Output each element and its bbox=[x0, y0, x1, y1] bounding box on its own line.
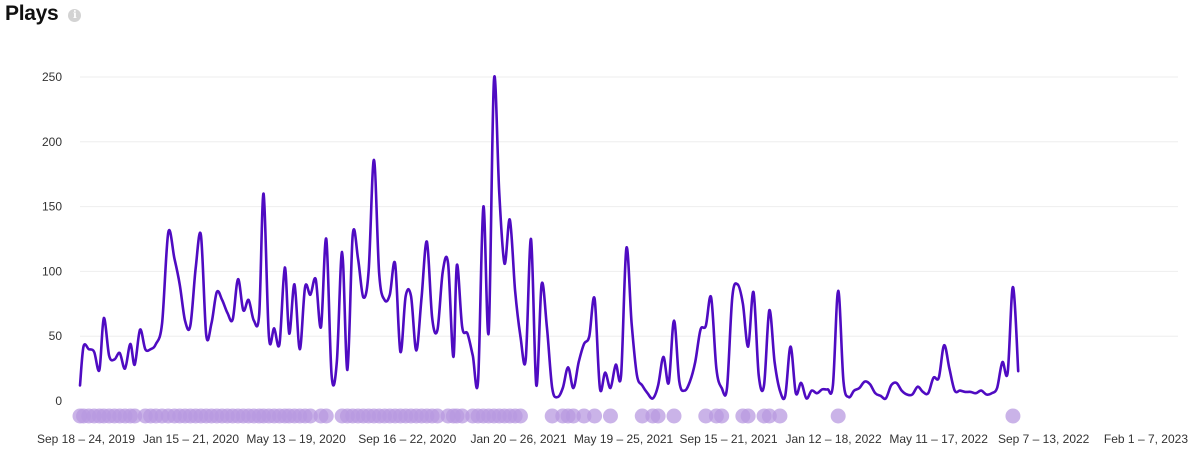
event-marker[interactable] bbox=[576, 408, 592, 424]
event-marker[interactable] bbox=[318, 408, 334, 424]
x-tick-label: Sep 7 – 13, 2022 bbox=[998, 432, 1090, 446]
x-tick-label: Jan 20 – 26, 2021 bbox=[470, 432, 566, 446]
x-tick-label: Sep 15 – 21, 2021 bbox=[680, 432, 778, 446]
event-marker[interactable] bbox=[714, 408, 730, 424]
y-tick-label: 250 bbox=[42, 70, 62, 84]
event-marker[interactable] bbox=[1005, 408, 1021, 424]
event-marker[interactable] bbox=[302, 408, 318, 424]
x-axis-ticks: Sep 18 – 24, 2019 Jan 15 – 21, 2020 May 13… bbox=[37, 432, 1188, 446]
event-marker[interactable] bbox=[454, 408, 470, 424]
x-tick-label: Sep 18 – 24, 2019 bbox=[37, 432, 135, 446]
event-marker[interactable] bbox=[666, 408, 682, 424]
event-marker[interactable] bbox=[634, 408, 650, 424]
y-tick-label: 200 bbox=[42, 135, 62, 149]
event-marker[interactable] bbox=[429, 408, 445, 424]
y-axis-ticks: 0 50 100 150 200 250 bbox=[42, 70, 62, 408]
event-marker[interactable] bbox=[512, 408, 528, 424]
event-marker[interactable] bbox=[830, 408, 846, 424]
y-tick-label: 100 bbox=[42, 264, 62, 278]
plays-series bbox=[78, 75, 1020, 401]
x-tick-label: Feb 1 – 7, 2023 bbox=[1104, 432, 1188, 446]
x-tick-label: May 13 – 19, 2020 bbox=[246, 432, 346, 446]
y-tick-label: 0 bbox=[55, 394, 62, 408]
y-tick-label: 150 bbox=[42, 200, 62, 214]
y-tick-label: 50 bbox=[49, 329, 63, 343]
x-tick-label: Jan 12 – 18, 2022 bbox=[786, 432, 882, 446]
event-markers bbox=[72, 408, 1021, 424]
chart-header: Plays i bbox=[5, 0, 82, 28]
event-marker[interactable] bbox=[761, 408, 777, 424]
event-marker[interactable] bbox=[772, 408, 788, 424]
x-tick-label: May 11 – 17, 2022 bbox=[889, 432, 988, 446]
event-marker[interactable] bbox=[740, 408, 756, 424]
event-marker[interactable] bbox=[565, 408, 581, 424]
event-marker[interactable] bbox=[127, 408, 143, 424]
plays-line bbox=[78, 75, 1020, 401]
event-marker[interactable] bbox=[650, 408, 666, 424]
x-tick-label: Jan 15 – 21, 2020 bbox=[143, 432, 239, 446]
event-marker[interactable] bbox=[544, 408, 560, 424]
x-tick-label: May 19 – 25, 2021 bbox=[574, 432, 674, 446]
info-icon[interactable]: i bbox=[68, 9, 82, 22]
event-marker[interactable] bbox=[602, 408, 618, 424]
x-tick-label: Sep 16 – 22, 2020 bbox=[358, 432, 456, 446]
event-marker[interactable] bbox=[698, 408, 714, 424]
chart-title: Plays bbox=[5, 2, 59, 25]
event-marker[interactable] bbox=[587, 408, 603, 424]
